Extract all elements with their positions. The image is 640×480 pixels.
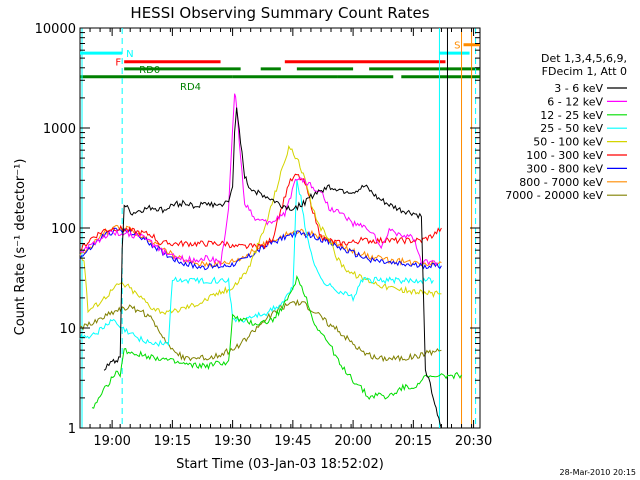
- flag-label-s: S: [454, 41, 460, 52]
- legend: Det 1,3,4,5,6,9,FDecim 1, Att 0 3 - 6 keV…: [505, 52, 627, 202]
- legend-label: 300 - 800 keV: [526, 162, 603, 175]
- series-line: [79, 227, 442, 271]
- y-tick-label: 100: [51, 222, 76, 237]
- y-tick-label: 10: [59, 322, 76, 337]
- series-line: [79, 224, 442, 268]
- flag-label-rd4: RD4: [180, 82, 201, 93]
- legend-label: 800 - 7000 keV: [519, 176, 603, 189]
- y-tick-label: 1000: [43, 122, 76, 137]
- y-axis-label: Count Rate (s⁻¹ detector⁻¹): [13, 159, 28, 336]
- flag-label-f: F: [115, 58, 121, 69]
- legend-label: 100 - 300 keV: [526, 149, 603, 162]
- legend-label: 7000 - 20000 keV: [505, 189, 603, 202]
- series-line: [79, 93, 438, 266]
- series-line: [79, 144, 442, 316]
- series-layer: [79, 93, 462, 429]
- axes: 19:00 19:15 19:30 19:45 20:00 20:15 20:30 1 10 10…: [35, 22, 493, 449]
- footer-timestamp: 28-Mar-2010 20:15: [560, 468, 637, 477]
- legend-label: 12 - 25 keV: [540, 109, 603, 122]
- y-tick-label: 1: [68, 422, 76, 437]
- legend-header: FDecim 1, Att 0: [542, 65, 627, 78]
- x-tick-label: 19:15: [154, 434, 191, 449]
- x-tick-label: 19:30: [214, 434, 251, 449]
- legend-label: 3 - 6 keV: [554, 82, 603, 95]
- legend-label: 50 - 100 keV: [533, 136, 603, 149]
- flag-label-rd0: RD0: [139, 65, 160, 76]
- x-tick-label: 20:15: [395, 434, 432, 449]
- flag-layer: NF S RD0 RD4: [80, 41, 480, 93]
- flag-label-n: N: [126, 49, 133, 60]
- series-line: [91, 274, 462, 409]
- x-tick-label: 19:45: [274, 434, 311, 449]
- x-tick-label: 19:00: [93, 434, 130, 449]
- legend-header: Det 1,3,4,5,6,9,: [541, 52, 627, 65]
- series-line: [103, 107, 442, 429]
- legend-label: 6 - 12 keV: [547, 95, 603, 108]
- x-tick-label: 20:30: [455, 434, 492, 449]
- x-axis-label: Start Time (03-Jan-03 18:52:02): [176, 457, 384, 472]
- series-line: [79, 298, 442, 363]
- y-tick-label: 10000: [35, 22, 76, 37]
- x-tick-label: 20:00: [334, 434, 371, 449]
- chart-title: HESSI Observing Summary Count Rates: [130, 4, 429, 22]
- series-line: [79, 179, 434, 347]
- legend-label: 25 - 50 keV: [540, 122, 603, 135]
